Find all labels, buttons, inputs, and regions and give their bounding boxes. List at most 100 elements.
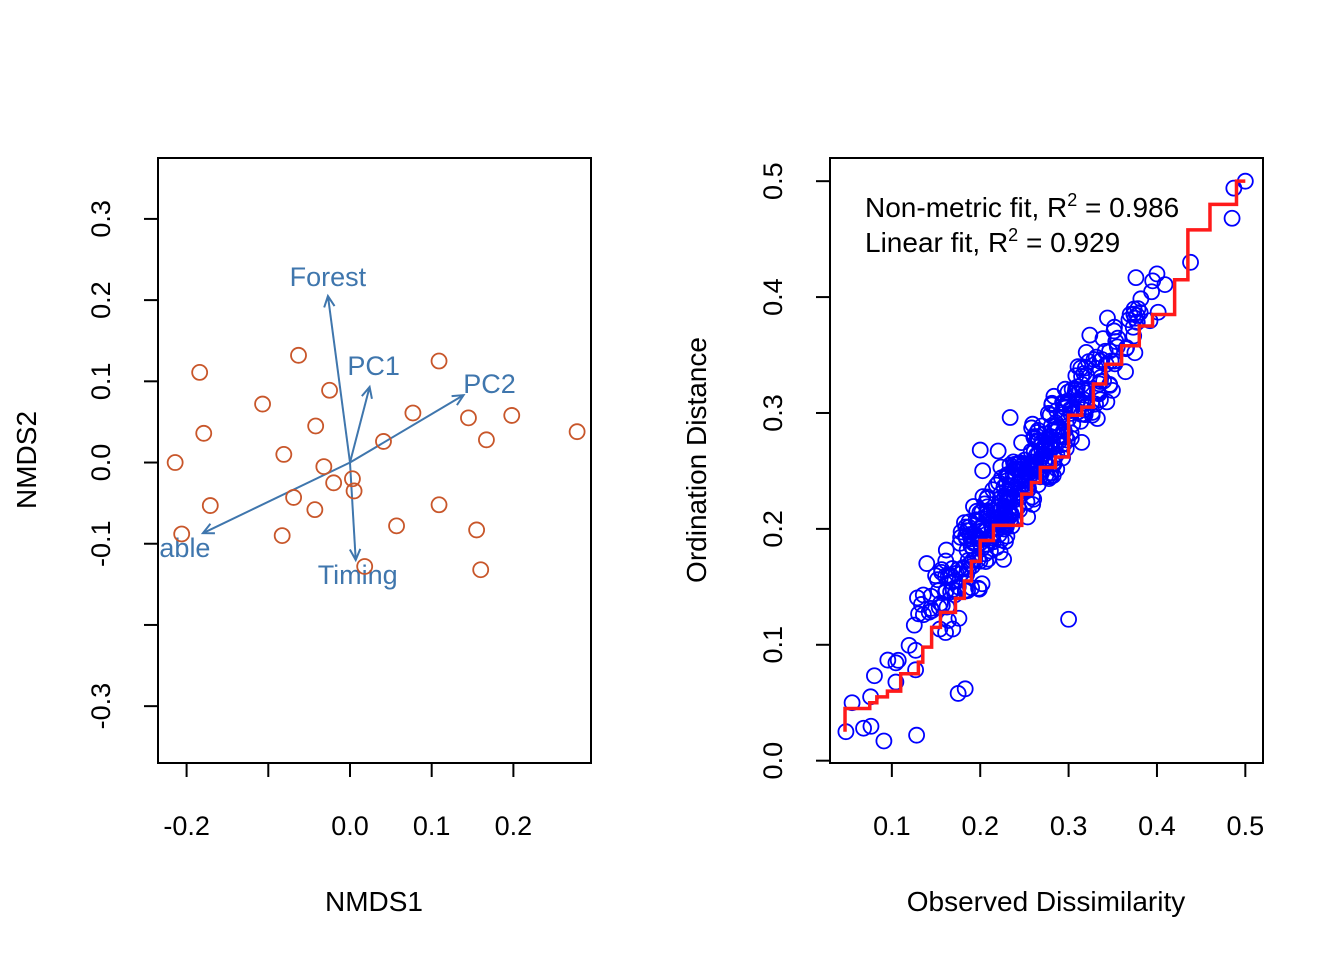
monotone-fit-line [843,179,1246,732]
linear-fit-value: = 0.929 [1018,227,1120,258]
left-x-tick-label: 0.0 [331,811,369,841]
vector-arrow [349,386,371,463]
dissimilarity-point [971,520,989,538]
dissimilarity-point [937,624,954,641]
dissimilarity-point [1128,307,1146,324]
dissimilarity-point [937,583,954,601]
dissimilarity-point [991,543,1009,561]
dissimilarity-point [995,478,1013,496]
left-plot-frame [157,157,592,764]
right-y-tick-label: 0.0 [758,742,788,780]
dissimilarity-point [1073,433,1091,451]
left-y-tick-label: -0.3 [86,683,116,730]
dissimilarity-point [958,541,976,559]
dissimilarity-point [962,530,980,548]
vector-arrowhead [361,384,373,399]
right-y-tick-label: 0.3 [758,394,788,432]
site-point [285,489,303,506]
dissimilarity-point [965,498,982,515]
vector-label: PC2 [463,369,516,399]
site-point [273,527,291,545]
vector-arrowhead [451,393,466,406]
site-point [306,501,324,519]
site-point [344,470,361,488]
right-y-axis-label: Ordination Distance [681,337,712,583]
dissimilarity-point [908,726,925,744]
site-point [191,363,209,381]
dissimilarity-point [1125,327,1143,345]
linear-fit-sup: 2 [1008,225,1018,245]
site-point [430,496,448,514]
dissimilarity-point [1023,419,1041,437]
site-point [356,558,374,575]
dissimilarity-point [1020,472,1038,489]
dissimilarity-point [1101,342,1119,360]
dissimilarity-point [982,542,999,560]
dissimilarity-point [1068,385,1086,403]
vector-arrow [348,462,357,561]
dissimilarity-point [907,661,925,679]
left-y-tick-label: 0.2 [86,281,116,319]
step-fit-line [843,179,1246,732]
site-point [315,458,333,475]
shepard-stressplot: 0.1 0.2 0.3 0.4 0.5 0.0 0.1 0.2 0.3 0.4 0.5 Obser… [681,157,1265,917]
nmds-ordination-plot: -0.2 0.0 0.1 0.2 -0.3 -0.1 0.0 0.1 0.2 0.3 Fores… [11,157,592,917]
right-x-tick-label: 0.3 [1050,811,1088,841]
vector-label: Forest [290,262,367,292]
site-point [290,346,307,364]
nonmetric-fit-annotation: Non-metric fit, R2 = 0.986 [865,190,1179,223]
left-y-tick-label: 0.3 [86,200,116,238]
dissimilarity-point [1060,610,1077,628]
dissimilarity-point [866,667,883,685]
vector-label: PC1 [347,351,400,381]
site-point [321,381,338,399]
dissimilarity-point [974,462,992,480]
site-point [345,482,363,500]
dissimilarity-point [1223,209,1241,227]
dissimilarity-point [918,555,936,572]
left-y-axis: -0.3 -0.1 0.0 0.1 0.2 0.3 [86,200,159,730]
dissimilarity-point [999,468,1017,486]
vector-arrow [349,394,465,464]
dissimilarity-point [1096,342,1114,360]
vector-label: able [159,533,210,563]
dissimilarity-point [978,498,996,516]
site-point [173,525,191,543]
dissimilarity-point [1073,376,1091,393]
dissimilarity-point [1033,441,1051,459]
dissimilarity-point [979,488,997,506]
site-point [430,352,448,370]
dissimilarity-point [889,651,907,669]
dissimilarity-point [1106,318,1123,336]
dissimilarity-point [987,476,1005,494]
site-point [166,454,184,471]
dissimilarity-point [1148,265,1166,283]
site-point [404,404,422,422]
site-point [468,521,486,539]
nonmetric-fit-value: = 0.986 [1077,192,1179,223]
dissimilarity-point [1182,253,1199,271]
linear-fit-prefix: Linear fit, R [865,227,1008,258]
left-x-tick-label: -0.2 [163,811,210,841]
left-x-tick-label: 0.1 [413,811,451,841]
dissimilarity-point [1030,445,1048,463]
site-points [166,346,586,579]
vector-arrowhead [348,548,362,563]
dissimilarity-point [1009,498,1027,516]
dissimilarity-point [1000,500,1017,518]
dissimilarity-point [1014,457,1032,475]
right-x-axis: 0.1 0.2 0.3 0.4 0.5 [873,762,1265,841]
left-x-tick-label: 0.2 [495,811,533,841]
dissimilarity-point [910,605,927,623]
dissimilarity-point [1069,358,1087,376]
linear-fit-annotation: Linear fit, R2 = 0.929 [865,225,1120,258]
right-x-tick-label: 0.5 [1227,811,1265,841]
left-y-tick-label: 0.0 [86,444,116,482]
site-point [388,517,405,535]
dissimilarity-point [989,442,1007,460]
site-point [254,395,271,413]
dissimilarity-point [939,568,957,585]
right-y-tick-label: 0.2 [758,510,788,548]
